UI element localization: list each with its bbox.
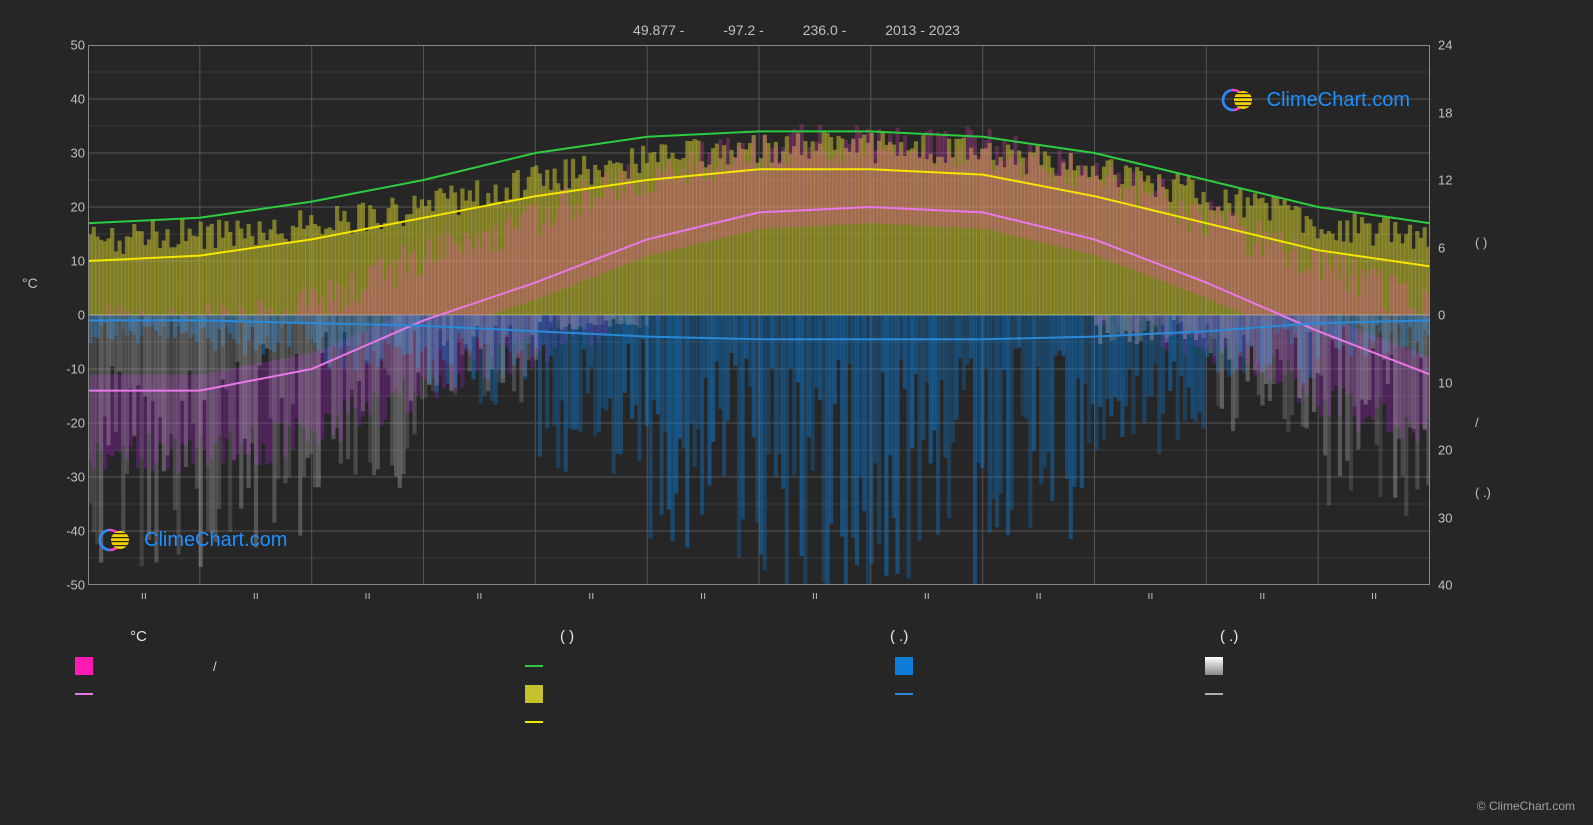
x-tick: ıı xyxy=(1371,590,1377,602)
year-range: 2013 - 2023 xyxy=(885,22,960,38)
y-right-unit-labels: ( ) / ( .) xyxy=(1475,45,1505,585)
legend-item xyxy=(1205,685,1233,703)
y-left-tick: 0 xyxy=(45,308,85,323)
legend-headers: °C ( ) ( .) ( .) xyxy=(70,628,1470,645)
legend-header-4: ( .) xyxy=(1220,628,1238,645)
watermark-text: ClimeChart.com xyxy=(144,529,287,552)
legend-swatch xyxy=(895,657,913,675)
legend: °C ( ) ( .) ( .) / xyxy=(70,628,1470,731)
y-right-tick: 20 xyxy=(1438,443,1452,458)
y-right-tick: 24 xyxy=(1438,38,1452,53)
x-tick: ıı xyxy=(253,590,259,602)
x-tick: ıı xyxy=(1147,590,1153,602)
y-right-tick: 30 xyxy=(1438,510,1452,525)
legend-item: / xyxy=(75,657,525,675)
legend-item xyxy=(525,657,895,675)
legend-item xyxy=(75,685,525,703)
x-axis-ticks: ıı ıı ıı ıı ıı ıı ıı ıı ıı ıı ıı ıı xyxy=(88,590,1430,610)
y-right-tick: 18 xyxy=(1438,105,1452,120)
watermark-bottom: ClimeChart.com xyxy=(98,525,287,555)
y-left-tick: 10 xyxy=(45,254,85,269)
y-left-tick: -30 xyxy=(45,470,85,485)
watermark-top: ClimeChart.com xyxy=(1221,85,1410,115)
legend-item xyxy=(895,657,1205,675)
legend-swatch xyxy=(525,721,543,723)
legend-header-1: °C xyxy=(130,628,560,645)
y-right-tick: 10 xyxy=(1438,375,1452,390)
y-left-tick: 20 xyxy=(45,200,85,215)
y-right-ticks: 2418126010203040 xyxy=(1438,45,1478,585)
legend-swatch xyxy=(525,685,543,703)
y-left-axis-label: °C xyxy=(22,275,38,291)
x-tick: ıı xyxy=(588,590,594,602)
elevation: 236.0 - xyxy=(803,22,847,38)
x-tick: ıı xyxy=(812,590,818,602)
legend-header-2: ( ) xyxy=(560,628,890,645)
chart-svg xyxy=(88,45,1430,585)
legend-group-sun xyxy=(525,657,895,731)
y-right-tick: 0 xyxy=(1438,308,1445,323)
x-tick: ıı xyxy=(365,590,371,602)
y-right-tick: 6 xyxy=(1438,240,1445,255)
right-unit-2: / xyxy=(1475,415,1479,430)
legend-item xyxy=(1205,657,1233,675)
y-left-tick: -50 xyxy=(45,578,85,593)
chart-metadata: 49.877 - -97.2 - 236.0 - 2013 - 2023 xyxy=(0,22,1593,38)
y-right-tick: 12 xyxy=(1438,173,1452,188)
y-left-tick: 50 xyxy=(45,38,85,53)
x-tick: ıı xyxy=(1036,590,1042,602)
legend-item xyxy=(895,685,1205,703)
x-tick: ıı xyxy=(924,590,930,602)
legend-group-precip xyxy=(895,657,1205,731)
y-left-tick: 40 xyxy=(45,92,85,107)
legend-item xyxy=(525,685,895,703)
copyright: © ClimeChart.com xyxy=(1477,799,1575,813)
longitude: -97.2 - xyxy=(723,22,763,38)
legend-items: / xyxy=(70,657,1470,731)
y-left-tick: -10 xyxy=(45,362,85,377)
legend-group-temp: / xyxy=(75,657,525,731)
y-left-tick: -40 xyxy=(45,524,85,539)
watermark-text: ClimeChart.com xyxy=(1267,89,1410,112)
legend-swatch xyxy=(895,693,913,695)
x-tick: ıı xyxy=(141,590,147,602)
y-right-tick: 40 xyxy=(1438,578,1452,593)
legend-item xyxy=(525,713,895,731)
logo-icon xyxy=(1221,85,1261,115)
legend-header-3: ( .) xyxy=(890,628,1220,645)
legend-swatch xyxy=(1205,693,1223,695)
x-tick: ıı xyxy=(700,590,706,602)
legend-label: / xyxy=(213,659,217,674)
y-left-tick: -20 xyxy=(45,416,85,431)
latitude: 49.877 - xyxy=(633,22,684,38)
legend-group-snow xyxy=(1205,657,1233,731)
right-unit-1: ( ) xyxy=(1475,235,1487,250)
x-tick: ıı xyxy=(1259,590,1265,602)
chart-plot-area: ClimeChart.com ClimeChart.com xyxy=(88,45,1430,585)
legend-swatch xyxy=(1205,657,1223,675)
legend-swatch xyxy=(525,665,543,667)
legend-swatch xyxy=(75,657,93,675)
logo-icon xyxy=(98,525,138,555)
y-left-ticks: 50403020100-10-20-30-40-50 xyxy=(45,45,85,585)
legend-swatch xyxy=(75,693,93,695)
x-tick: ıı xyxy=(476,590,482,602)
right-unit-3: ( .) xyxy=(1475,485,1491,500)
y-left-tick: 30 xyxy=(45,146,85,161)
